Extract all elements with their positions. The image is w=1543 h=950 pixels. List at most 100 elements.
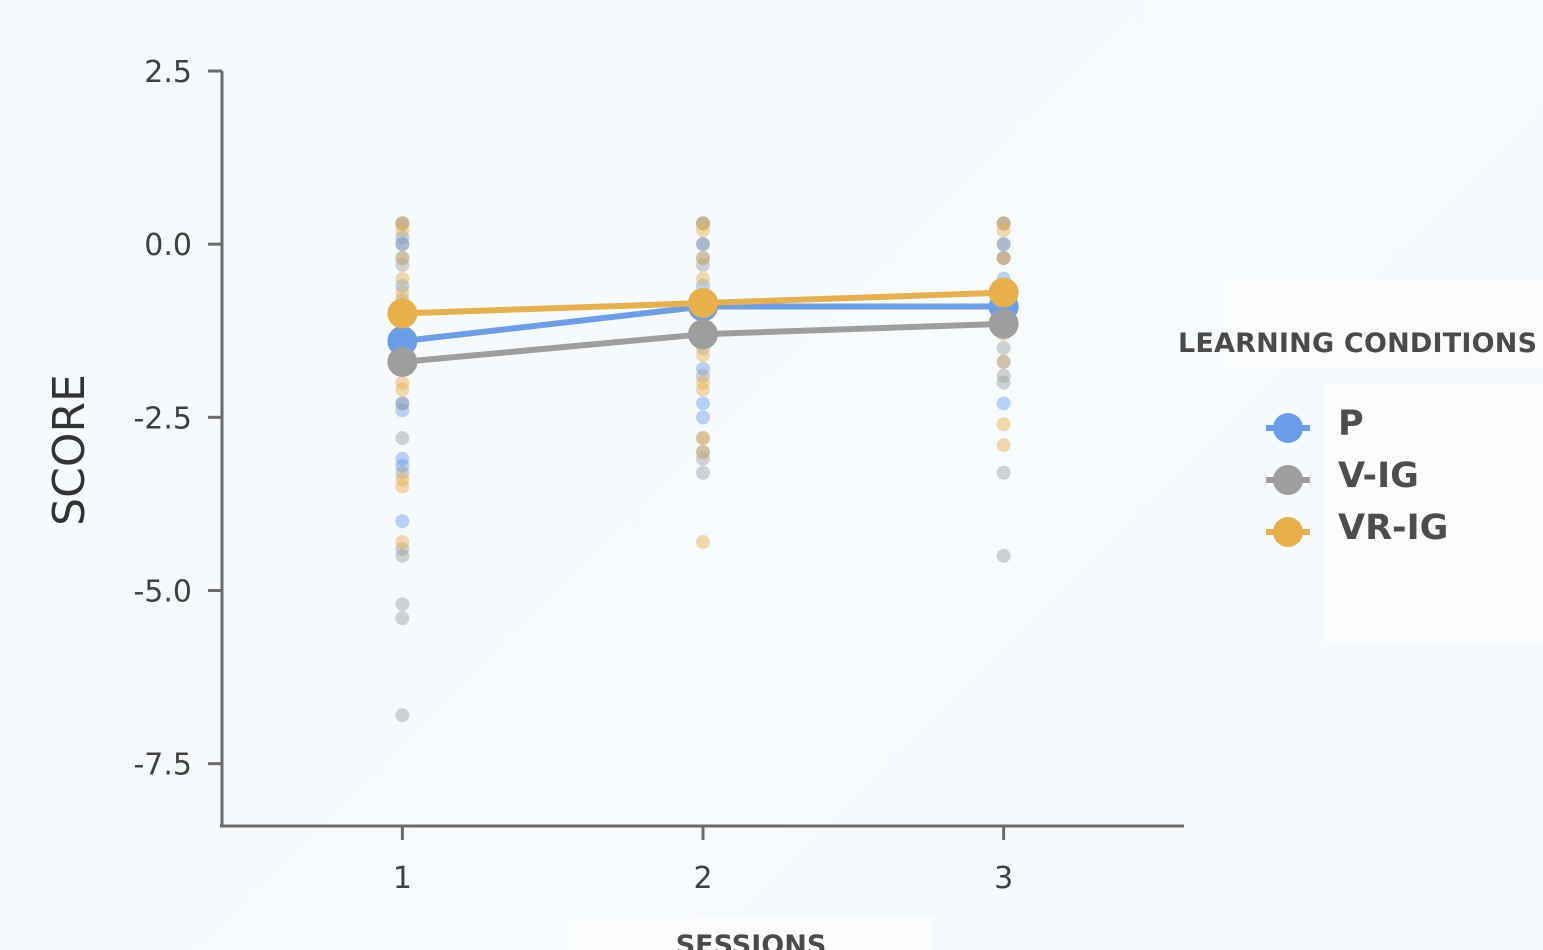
raw-point-v-ig (395, 548, 410, 563)
raw-point-v-ig (996, 375, 1011, 390)
raw-point-p (996, 396, 1011, 411)
legend-label: VR-IG (1338, 508, 1449, 548)
raw-point-vr-ig (395, 223, 410, 238)
y-tick-label: -7.5 (133, 748, 192, 783)
raw-point-v-ig (395, 216, 410, 231)
raw-point-vr-ig (395, 216, 410, 231)
mean-point-vr-ig (688, 288, 718, 319)
raw-point-vr-ig (996, 417, 1011, 432)
raw-point-p (696, 251, 710, 266)
legend-title-backdrop (1225, 280, 1543, 368)
raw-point-vr-ig (996, 223, 1011, 238)
raw-point-vr-ig (395, 251, 410, 266)
raw-point-vr-ig (395, 479, 410, 494)
mean-point-vr-ig (387, 298, 418, 329)
raw-point-v-ig (996, 368, 1011, 383)
raw-point-p (395, 396, 410, 411)
raw-point-p (395, 230, 410, 245)
raw-point-v-ig (696, 431, 710, 446)
raw-point-vr-ig (395, 382, 410, 397)
raw-point-v-ig (395, 611, 410, 626)
raw-point-v-ig (696, 216, 710, 231)
raw-point-vr-ig (395, 285, 410, 300)
raw-point-p (395, 403, 410, 418)
raw-point-vr-ig (996, 354, 1011, 369)
raw-point-v-ig (996, 251, 1011, 266)
raw-point-p (395, 251, 410, 266)
y-tick-label: -2.5 (133, 401, 192, 436)
raw-point-p (996, 251, 1011, 266)
mean-point-v-ig (387, 346, 418, 377)
raw-point-p (996, 216, 1011, 231)
raw-point-v-ig (395, 597, 410, 612)
legend-label: P (1338, 404, 1364, 444)
raw-point-p (395, 216, 410, 231)
raw-point-vr-ig (696, 382, 710, 397)
axes-layer: 2.5 0.0 -2.5 -5.0 -7.5 1 2 3 (133, 55, 1184, 896)
x-tick-label: 2 (693, 861, 712, 896)
y-tick-label: -5.0 (133, 574, 192, 609)
y-tick-label: 2.5 (144, 55, 192, 90)
raw-point-vr-ig (696, 535, 710, 550)
x-axis-title-box: SESSIONS (568, 915, 934, 950)
raw-point-vr-ig (996, 251, 1011, 266)
raw-point-vr-ig (395, 535, 410, 550)
y-axis-title: SCORE (44, 374, 95, 526)
raw-point-p (395, 451, 410, 466)
legend-key-p (1266, 413, 1310, 443)
legend-item-p: P (1262, 404, 1512, 452)
raw-point-p (696, 237, 710, 252)
raw-point-p (996, 237, 1011, 252)
raw-point-vr-ig (696, 216, 710, 231)
raw-point-v-ig (696, 257, 710, 272)
mean-point-v-ig (988, 308, 1019, 339)
raw-point-v-ig (996, 465, 1011, 480)
legend-title: LEARNING CONDITIONS (1178, 328, 1538, 359)
raw-point-v-ig (696, 368, 710, 383)
y-tick-label: 0.0 (144, 228, 192, 263)
raw-point-v-ig (996, 341, 1011, 356)
legend-item-vr-ig: VR-IG (1262, 508, 1512, 556)
raw-point-p (996, 354, 1011, 369)
raw-point-p (696, 444, 710, 459)
raw-point-v-ig (395, 237, 410, 252)
raw-point-v-ig (395, 396, 410, 411)
legend-key-v-ig (1266, 465, 1310, 495)
mean-lines-layer (387, 277, 1019, 377)
raw-point-p (395, 458, 410, 473)
raw-point-p (395, 514, 410, 529)
raw-point-vr-ig (696, 431, 710, 446)
legend-key-vr-ig (1266, 517, 1310, 547)
raw-point-vr-ig (696, 271, 710, 286)
legend-item-v-ig: V-IG (1262, 456, 1512, 504)
raw-point-p (696, 361, 710, 376)
raw-point-vr-ig (996, 216, 1011, 231)
raw-point-vr-ig (696, 223, 710, 238)
raw-point-vr-ig (696, 347, 710, 362)
raw-point-vr-ig (696, 251, 710, 266)
raw-point-vr-ig (996, 438, 1011, 453)
raw-point-vr-ig (696, 375, 710, 390)
raw-point-p (696, 410, 710, 425)
x-axis-title: SESSIONS (675, 930, 827, 950)
legend-label: V-IG (1338, 456, 1419, 496)
raw-point-v-ig (996, 548, 1011, 563)
mean-point-vr-ig (988, 277, 1019, 308)
raw-point-vr-ig (395, 271, 410, 286)
mean-point-p (387, 326, 418, 357)
raw-point-v-ig (395, 431, 410, 446)
raw-point-vr-ig (696, 444, 710, 459)
x-tick-label: 3 (994, 861, 1013, 896)
raw-point-vr-ig (395, 472, 410, 487)
mean-point-v-ig (688, 319, 718, 350)
x-tick-label: 1 (393, 861, 412, 896)
raw-point-v-ig (395, 465, 410, 480)
raw-point-p (696, 396, 710, 411)
raw-point-v-ig (696, 465, 710, 480)
raw-point-v-ig (395, 541, 410, 556)
raw-point-p (395, 278, 410, 293)
raw-point-v-ig (395, 257, 410, 272)
raw-point-vr-ig (395, 375, 410, 390)
